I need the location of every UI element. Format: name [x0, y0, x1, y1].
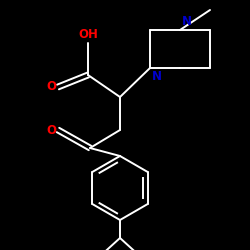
Text: O: O	[46, 80, 56, 94]
Text: N: N	[182, 15, 192, 28]
Text: N: N	[152, 70, 162, 83]
Text: OH: OH	[78, 28, 98, 41]
Text: O: O	[46, 124, 56, 136]
